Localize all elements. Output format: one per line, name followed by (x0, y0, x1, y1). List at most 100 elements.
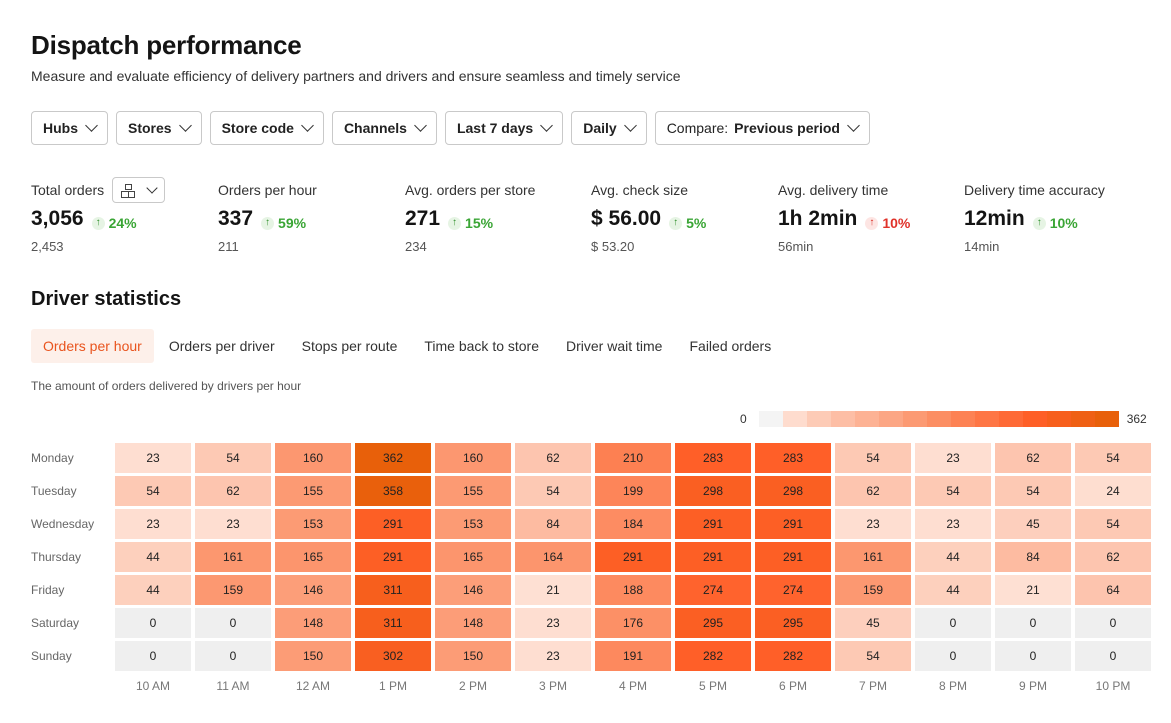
store-code-filter[interactable]: Store code (209, 111, 324, 145)
heatmap-cell[interactable]: 295 (675, 608, 751, 638)
heatmap-cell[interactable]: 153 (275, 509, 351, 539)
heatmap-cell[interactable]: 159 (195, 575, 271, 605)
heatmap-cell[interactable]: 362 (355, 443, 431, 473)
heatmap-cell[interactable]: 0 (115, 608, 191, 638)
heatmap-cell[interactable]: 54 (1075, 509, 1151, 539)
heatmap-cell[interactable]: 274 (675, 575, 751, 605)
heatmap-cell[interactable]: 302 (355, 641, 431, 671)
heatmap-cell[interactable]: 291 (675, 509, 751, 539)
heatmap-cell[interactable]: 210 (595, 443, 671, 473)
heatmap-cell[interactable]: 0 (1075, 641, 1151, 671)
heatmap-cell[interactable]: 311 (355, 575, 431, 605)
heatmap-cell[interactable]: 148 (435, 608, 511, 638)
heatmap-cell[interactable]: 84 (995, 542, 1071, 572)
heatmap-cell[interactable]: 54 (915, 476, 991, 506)
heatmap-cell[interactable]: 24 (1075, 476, 1151, 506)
heatmap-cell[interactable]: 155 (435, 476, 511, 506)
compare-filter[interactable]: Compare: Previous period (654, 111, 870, 145)
heatmap-cell[interactable]: 311 (355, 608, 431, 638)
heatmap-cell[interactable]: 23 (115, 443, 191, 473)
heatmap-cell[interactable]: 150 (435, 641, 511, 671)
channels-filter[interactable]: Channels (331, 111, 437, 145)
heatmap-cell[interactable]: 0 (915, 608, 991, 638)
heatmap-cell[interactable]: 274 (755, 575, 831, 605)
tab-orders-per-hour[interactable]: Orders per hour (31, 329, 154, 363)
heatmap-cell[interactable]: 54 (1075, 443, 1151, 473)
heatmap-cell[interactable]: 0 (195, 608, 271, 638)
heatmap-cell[interactable]: 62 (195, 476, 271, 506)
heatmap-cell[interactable]: 62 (835, 476, 911, 506)
heatmap-cell[interactable]: 291 (355, 509, 431, 539)
heatmap-cell[interactable]: 62 (1075, 542, 1151, 572)
heatmap-cell[interactable]: 23 (835, 509, 911, 539)
heatmap-cell[interactable]: 153 (435, 509, 511, 539)
heatmap-cell[interactable]: 0 (115, 641, 191, 671)
heatmap-cell[interactable]: 45 (995, 509, 1071, 539)
heatmap-cell[interactable]: 54 (995, 476, 1071, 506)
tab-time-back-to-store[interactable]: Time back to store (424, 338, 540, 354)
heatmap-cell[interactable]: 291 (595, 542, 671, 572)
heatmap-cell[interactable]: 54 (515, 476, 591, 506)
heatmap-cell[interactable]: 23 (115, 509, 191, 539)
heatmap-cell[interactable]: 291 (675, 542, 751, 572)
heatmap-cell[interactable]: 155 (275, 476, 351, 506)
heatmap-cell[interactable]: 298 (675, 476, 751, 506)
heatmap-cell[interactable]: 44 (915, 575, 991, 605)
heatmap-cell[interactable]: 23 (915, 443, 991, 473)
heatmap-cell[interactable]: 295 (755, 608, 831, 638)
tab-failed-orders[interactable]: Failed orders (689, 338, 772, 354)
heatmap-cell[interactable]: 176 (595, 608, 671, 638)
heatmap-cell[interactable]: 165 (435, 542, 511, 572)
granularity-filter[interactable]: Daily (571, 111, 647, 145)
heatmap-cell[interactable]: 0 (995, 608, 1071, 638)
heatmap-cell[interactable]: 283 (675, 443, 751, 473)
heatmap-cell[interactable]: 0 (1075, 608, 1151, 638)
heatmap-cell[interactable]: 21 (515, 575, 591, 605)
heatmap-cell[interactable]: 283 (755, 443, 831, 473)
heatmap-cell[interactable]: 0 (995, 641, 1071, 671)
hierarchy-view-dropdown[interactable] (112, 177, 166, 203)
heatmap-cell[interactable]: 282 (675, 641, 751, 671)
date-range-filter[interactable]: Last 7 days (444, 111, 564, 145)
heatmap-cell[interactable]: 161 (835, 542, 911, 572)
heatmap-cell[interactable]: 164 (515, 542, 591, 572)
heatmap-cell[interactable]: 44 (915, 542, 991, 572)
heatmap-cell[interactable]: 45 (835, 608, 911, 638)
heatmap-cell[interactable]: 146 (435, 575, 511, 605)
heatmap-cell[interactable]: 23 (195, 509, 271, 539)
heatmap-cell[interactable]: 44 (115, 575, 191, 605)
heatmap-cell[interactable]: 23 (515, 641, 591, 671)
heatmap-cell[interactable]: 23 (915, 509, 991, 539)
heatmap-cell[interactable]: 160 (435, 443, 511, 473)
tab-stops-per-route[interactable]: Stops per route (301, 338, 398, 354)
heatmap-cell[interactable]: 0 (915, 641, 991, 671)
heatmap-cell[interactable]: 282 (755, 641, 831, 671)
tab-orders-per-driver[interactable]: Orders per driver (168, 338, 275, 354)
heatmap-cell[interactable]: 44 (115, 542, 191, 572)
heatmap-cell[interactable]: 62 (515, 443, 591, 473)
heatmap-cell[interactable]: 291 (355, 542, 431, 572)
heatmap-cell[interactable]: 191 (595, 641, 671, 671)
heatmap-cell[interactable]: 62 (995, 443, 1071, 473)
heatmap-cell[interactable]: 64 (1075, 575, 1151, 605)
heatmap-cell[interactable]: 23 (515, 608, 591, 638)
heatmap-cell[interactable]: 188 (595, 575, 671, 605)
tab-driver-wait-time[interactable]: Driver wait time (566, 338, 663, 354)
heatmap-cell[interactable]: 160 (275, 443, 351, 473)
heatmap-cell[interactable]: 54 (195, 443, 271, 473)
heatmap-cell[interactable]: 165 (275, 542, 351, 572)
heatmap-cell[interactable]: 159 (835, 575, 911, 605)
heatmap-cell[interactable]: 184 (595, 509, 671, 539)
heatmap-cell[interactable]: 199 (595, 476, 671, 506)
heatmap-cell[interactable]: 161 (195, 542, 271, 572)
heatmap-cell[interactable]: 54 (835, 641, 911, 671)
heatmap-cell[interactable]: 21 (995, 575, 1071, 605)
heatmap-cell[interactable]: 148 (275, 608, 351, 638)
heatmap-cell[interactable]: 54 (835, 443, 911, 473)
heatmap-cell[interactable]: 150 (275, 641, 351, 671)
heatmap-cell[interactable]: 84 (515, 509, 591, 539)
heatmap-cell[interactable]: 291 (755, 542, 831, 572)
heatmap-cell[interactable]: 54 (115, 476, 191, 506)
heatmap-cell[interactable]: 298 (755, 476, 831, 506)
heatmap-cell[interactable]: 291 (755, 509, 831, 539)
